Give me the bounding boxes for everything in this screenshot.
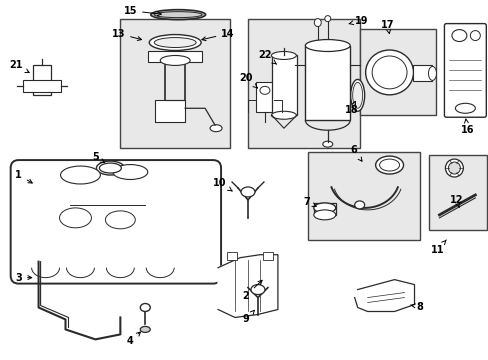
Ellipse shape: [149, 35, 201, 50]
Ellipse shape: [154, 37, 196, 48]
Ellipse shape: [100, 164, 120, 172]
Ellipse shape: [150, 10, 205, 20]
Ellipse shape: [250, 285, 264, 294]
Ellipse shape: [365, 50, 413, 95]
Bar: [226, 252, 237, 260]
Ellipse shape: [140, 327, 150, 332]
Bar: [307, 152, 419, 240]
Ellipse shape: [313, 203, 335, 213]
Bar: [271, 55, 296, 115]
Ellipse shape: [350, 80, 364, 111]
Ellipse shape: [352, 82, 362, 108]
Text: 5: 5: [92, 152, 104, 162]
Bar: [359, 28, 436, 115]
Ellipse shape: [99, 163, 121, 173]
Text: 6: 6: [349, 145, 361, 161]
Ellipse shape: [469, 31, 479, 41]
Text: 9: 9: [242, 310, 254, 324]
Text: 20: 20: [239, 73, 257, 88]
Ellipse shape: [354, 201, 364, 209]
Text: 21: 21: [9, 60, 29, 73]
Ellipse shape: [324, 15, 330, 22]
Ellipse shape: [260, 86, 269, 94]
Text: 12: 12: [449, 195, 462, 208]
Text: 19: 19: [348, 15, 367, 26]
Ellipse shape: [454, 103, 474, 113]
Text: 10: 10: [213, 178, 232, 191]
Ellipse shape: [154, 12, 202, 18]
FancyBboxPatch shape: [11, 160, 221, 284]
Ellipse shape: [61, 166, 100, 184]
Bar: [255, 82, 273, 112]
Text: 4: 4: [127, 332, 140, 346]
Bar: [263, 252, 272, 260]
Ellipse shape: [322, 141, 332, 147]
Ellipse shape: [160, 55, 190, 66]
Text: 3: 3: [15, 273, 32, 283]
Ellipse shape: [379, 159, 399, 171]
Ellipse shape: [105, 211, 135, 229]
Ellipse shape: [210, 125, 222, 132]
Bar: [33, 66, 50, 95]
Ellipse shape: [451, 30, 466, 41]
Bar: [428, 155, 487, 230]
Bar: [148, 50, 202, 62]
Bar: [412, 66, 431, 81]
Ellipse shape: [113, 165, 147, 180]
Ellipse shape: [313, 210, 335, 220]
Ellipse shape: [241, 187, 254, 197]
Text: 11: 11: [430, 240, 446, 255]
Ellipse shape: [447, 162, 459, 174]
Ellipse shape: [271, 111, 296, 119]
Text: 13: 13: [111, 28, 141, 40]
Ellipse shape: [60, 208, 91, 228]
Ellipse shape: [96, 161, 124, 175]
Text: 15: 15: [123, 6, 161, 16]
Polygon shape: [218, 255, 277, 318]
Text: 7: 7: [303, 197, 316, 207]
Ellipse shape: [314, 19, 321, 27]
Text: 16: 16: [460, 119, 473, 135]
Ellipse shape: [305, 40, 349, 51]
Text: 1: 1: [15, 170, 32, 183]
Text: 2: 2: [242, 280, 262, 301]
Text: 18: 18: [344, 101, 358, 115]
Ellipse shape: [375, 156, 403, 174]
Text: 22: 22: [258, 50, 276, 64]
Ellipse shape: [140, 303, 150, 311]
Ellipse shape: [427, 67, 436, 80]
FancyBboxPatch shape: [444, 24, 486, 117]
Text: 8: 8: [410, 302, 422, 311]
Ellipse shape: [271, 51, 296, 59]
Bar: [22, 80, 61, 92]
Bar: [304, 45, 349, 120]
Bar: [155, 100, 185, 122]
Bar: [313, 203, 335, 215]
Ellipse shape: [371, 56, 406, 89]
Ellipse shape: [445, 159, 463, 177]
Bar: [120, 19, 229, 148]
Polygon shape: [354, 280, 414, 311]
Bar: [247, 19, 359, 148]
Text: 17: 17: [380, 19, 393, 33]
Text: 14: 14: [202, 28, 234, 41]
